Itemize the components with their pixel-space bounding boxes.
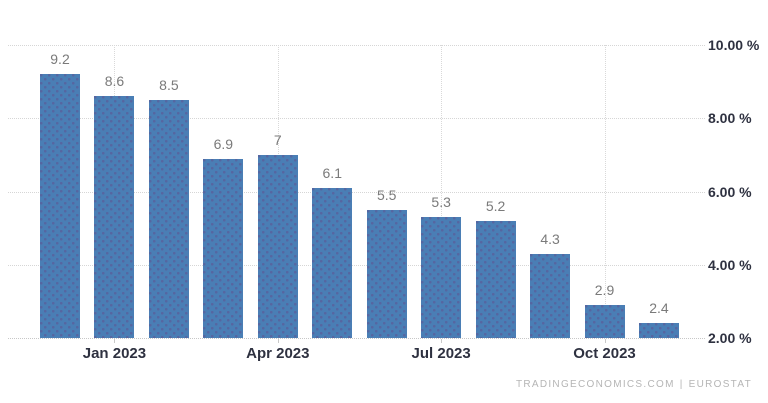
bar-dec-2022[interactable] bbox=[40, 74, 80, 338]
y-gridline bbox=[8, 264, 705, 266]
watermark-separator: | bbox=[679, 379, 684, 390]
y-axis-tick-label: 10.00 % bbox=[708, 37, 760, 53]
source-watermark: TRADINGECONOMICS.COM | EUROSTAT bbox=[516, 379, 752, 390]
bar-value-label: 6.9 bbox=[213, 135, 234, 152]
y-gridline bbox=[8, 45, 705, 46]
bar-value-label: 9.2 bbox=[50, 51, 70, 68]
bar-value-label: 8.6 bbox=[104, 73, 125, 90]
bar-feb-2023[interactable] bbox=[148, 99, 189, 338]
x-axis-baseline bbox=[8, 338, 705, 339]
y-axis-tick-label: 8.00 % bbox=[708, 110, 752, 127]
bar-value-label: 4.3 bbox=[540, 230, 560, 247]
x-axis-tick bbox=[441, 339, 443, 343]
bar-value-label: 8.5 bbox=[159, 76, 179, 93]
x-axis-tick-label: Jul 2023 bbox=[411, 345, 471, 362]
y-gridline bbox=[8, 191, 705, 193]
x-axis-tick bbox=[114, 339, 116, 343]
bar-jun-2023[interactable] bbox=[366, 209, 407, 338]
bar-may-2023[interactable] bbox=[312, 187, 353, 338]
bar-oct-2023[interactable] bbox=[584, 305, 625, 338]
bar-mar-2023[interactable] bbox=[203, 158, 244, 338]
watermark-source: EUROSTAT bbox=[688, 379, 752, 390]
bar-jan-2023[interactable] bbox=[94, 96, 135, 338]
y-axis-tick-label: 6.00 % bbox=[708, 183, 752, 200]
y-axis-tick-label: 4.00 % bbox=[708, 256, 752, 273]
bar-aug-2023[interactable] bbox=[475, 220, 516, 338]
x-axis-tick-label: Jan 2023 bbox=[82, 345, 147, 362]
bar-value-label: 5.5 bbox=[376, 186, 397, 203]
bar-apr-2023[interactable] bbox=[257, 154, 298, 338]
x-axis-tick-label: Apr 2023 bbox=[246, 345, 310, 362]
bar-value-label: 7 bbox=[273, 131, 282, 148]
x-axis-tick bbox=[277, 339, 279, 343]
x-gridline bbox=[441, 45, 443, 338]
bar-jul-2023[interactable] bbox=[421, 217, 462, 338]
bar-value-label: 5.3 bbox=[431, 194, 451, 211]
bar-nov-2023[interactable] bbox=[638, 323, 679, 338]
y-axis-tick-label: 2.00 % bbox=[708, 330, 752, 346]
watermark-provider: TRADINGECONOMICS.COM bbox=[515, 379, 675, 390]
x-axis-tick-label: Oct 2023 bbox=[573, 345, 636, 362]
bar-value-label: 2.4 bbox=[649, 300, 669, 317]
bar-value-label: 5.2 bbox=[485, 197, 506, 214]
bar-sep-2023[interactable] bbox=[530, 253, 571, 338]
x-axis-tick bbox=[604, 339, 606, 343]
y-gridline bbox=[8, 118, 705, 120]
bar-value-label: 6.1 bbox=[322, 164, 342, 181]
bar-value-label: 2.9 bbox=[594, 282, 615, 299]
x-gridline bbox=[604, 45, 606, 338]
